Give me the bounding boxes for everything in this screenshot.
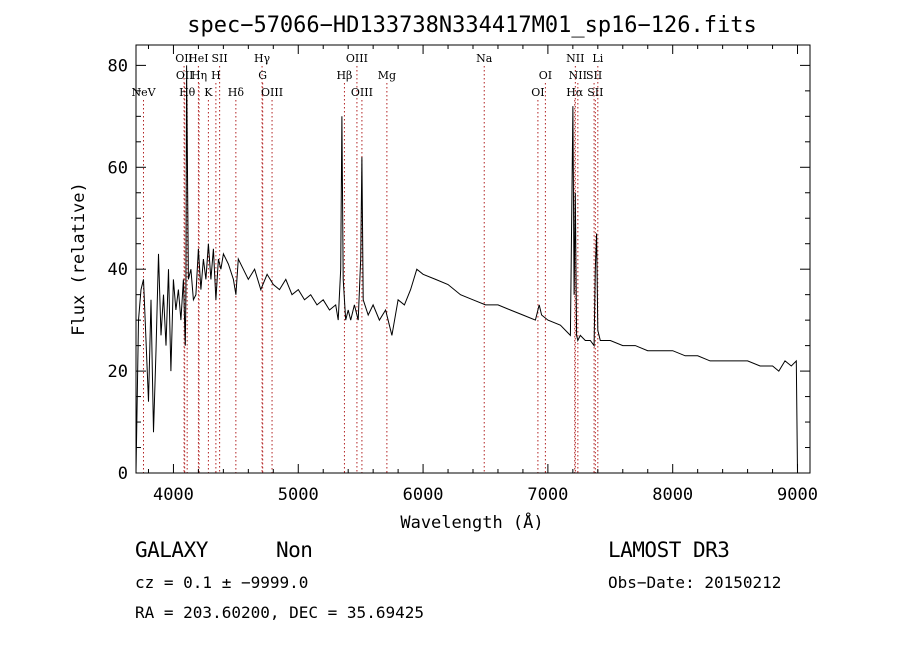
x-tick-label: 4000 [153, 485, 194, 505]
emission-line-label: NII [569, 69, 587, 82]
ra-dec-text: RA = 203.60200, DEC = 35.69425 [135, 603, 424, 622]
emission-line-label: NeV [131, 86, 156, 99]
emission-line-label: NII [566, 52, 584, 65]
emission-line-label: Li [592, 52, 603, 65]
x-tick-label: 6000 [403, 485, 444, 505]
emission-line-label: OII [175, 52, 193, 65]
emission-line-label: OII [176, 69, 194, 82]
emission-line-labels: NeV OII OII Hθ HeI Hη KH SII Hδ Hγ G OIII OIII Hβ OIII… [131, 52, 603, 99]
emission-line-label: OI [539, 69, 552, 82]
emission-line-label: Na [476, 52, 493, 65]
spectrum-line [135, 65, 799, 474]
survey-name: LAMOST DR3 [608, 538, 730, 562]
emission-line-label: HeI [188, 52, 208, 65]
y-axis: 0 20 40 60 80 [108, 56, 810, 484]
emission-line-label: OI [531, 86, 544, 99]
emission-line-label: OIII [351, 86, 373, 99]
emission-line-label: Hθ [179, 86, 196, 99]
y-tick-label: 20 [108, 362, 128, 382]
x-axis: 4000 5000 6000 7000 8000 9000 [147, 45, 818, 505]
emission-line-label: OIII [261, 86, 283, 99]
x-tick-label: 9000 [777, 485, 818, 505]
emission-line-label: Hη [191, 69, 207, 82]
y-tick-label: 40 [108, 260, 128, 280]
x-tick-label: 7000 [527, 485, 568, 505]
emission-line-label: SII [586, 69, 602, 82]
redshift-text: cz = 0.1 ± −9999.0 [135, 573, 309, 592]
emission-line-label: Hβ [336, 69, 352, 82]
object-class: GALAXY [135, 538, 208, 562]
emission-line-label: SII [212, 52, 228, 65]
y-tick-label: 0 [118, 464, 128, 484]
emission-line-markers [142, 66, 599, 473]
emission-line-label: G [258, 69, 267, 82]
emission-line-label: Hα [566, 86, 584, 99]
emission-line-label: Hδ [228, 86, 245, 99]
plot-frame [135, 44, 811, 474]
chart-title: spec−57066−HD133738N334417M01_sp16−126.f… [187, 13, 757, 38]
emission-line-label: OIII [346, 52, 368, 65]
emission-line-label: Hγ [254, 52, 271, 65]
emission-line-label: H [211, 69, 221, 82]
x-tick-label: 5000 [278, 485, 319, 505]
y-tick-label: 60 [108, 158, 128, 178]
y-tick-label: 80 [108, 56, 128, 76]
y-axis-label: Flux (relative) [69, 182, 89, 336]
emission-line-label: Mg [378, 69, 396, 82]
emission-line-label: K [204, 86, 213, 99]
emission-line-label: SII [587, 86, 603, 99]
x-axis-label: Wavelength (Å) [400, 511, 543, 533]
x-tick-label: 8000 [652, 485, 693, 505]
object-subclass: Non [276, 538, 313, 562]
obs-date-text: Obs−Date: 20150212 [608, 573, 782, 592]
